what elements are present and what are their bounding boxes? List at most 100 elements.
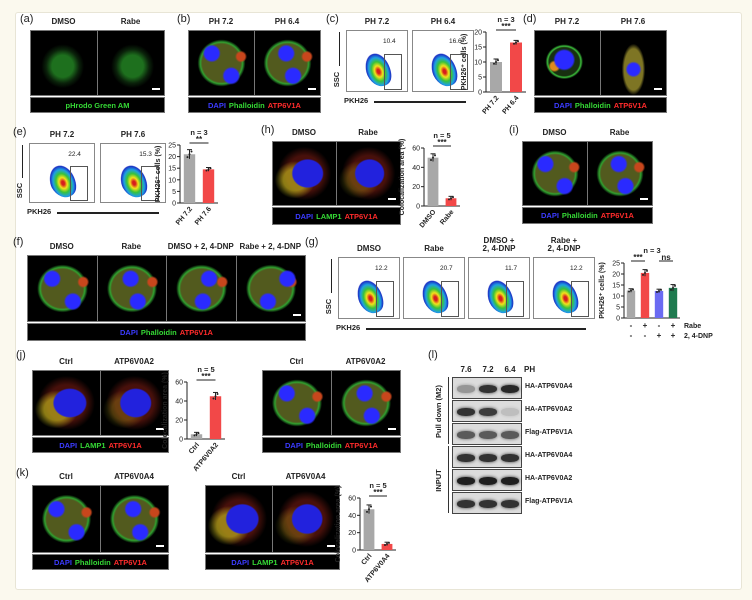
y-tick-label: 20	[474, 30, 482, 37]
bar	[510, 42, 522, 92]
data-point	[513, 42, 515, 45]
column-label: Rabe	[121, 242, 142, 251]
n-label: n = 5	[369, 481, 386, 490]
column-label: PH 7.2	[364, 17, 390, 26]
scale-bar	[388, 428, 396, 430]
microscopy-image	[100, 485, 169, 553]
data-point	[642, 273, 644, 276]
y-tick-label: 5	[616, 305, 620, 312]
y-tick-label: 15	[474, 45, 482, 52]
y-tick-label: 10	[474, 60, 482, 67]
flow-plot: 15.3	[100, 143, 166, 203]
y-tick-label: 20	[412, 184, 420, 191]
stain-legend: DAPI LAMP1 ATP6V1A	[272, 207, 401, 225]
column-label: ATP6V0A4	[285, 472, 326, 481]
condition-sign: -	[644, 331, 647, 340]
blot-strip	[452, 423, 522, 445]
y-axis-label: Colocalization area (%)	[335, 486, 342, 563]
flow-plot: 12.2	[338, 257, 400, 319]
panel-label: (f)	[13, 236, 24, 248]
condition-sign: +	[671, 321, 676, 330]
data-point	[497, 59, 499, 62]
data-point	[188, 153, 191, 156]
data-point	[186, 156, 189, 159]
significance-label: ***	[201, 372, 211, 381]
stain-label-dapi: DAPI	[231, 557, 250, 567]
data-point	[209, 167, 212, 170]
y-axis-arrow	[339, 32, 340, 67]
y-tick-label: 60	[175, 380, 183, 387]
n-label: n = 3	[497, 15, 514, 24]
scale-bar	[640, 198, 648, 200]
data-point	[205, 169, 208, 172]
y-axis-label: PKH26⁺ cells (%)	[155, 146, 162, 203]
lane-axis-label: PH	[524, 365, 536, 374]
x-axis-label: PKH26	[344, 96, 369, 105]
y-tick-label: 0	[616, 316, 620, 323]
stain-label-atp6v1a: ATP6V1A	[280, 557, 314, 567]
bar	[626, 290, 636, 318]
column-label: DMSO + 2, 4-DNP	[167, 242, 234, 251]
y-tick-label: 60	[412, 146, 420, 153]
condition-sign: +	[657, 331, 662, 340]
column-label: DMSO	[49, 242, 74, 251]
bar	[190, 434, 203, 439]
gate-percentage: 12.2	[569, 265, 583, 273]
panel-label: (i)	[509, 124, 519, 136]
scale-bar	[327, 545, 335, 547]
stain-label-phalloidin: Phalloidin	[561, 211, 598, 220]
blot-group-label: Pull down (M2)	[433, 384, 443, 438]
stain-label-phalloidin: Phalloidin	[228, 100, 265, 110]
condition-label: 2, 4-DNP	[684, 333, 713, 340]
bar	[381, 543, 393, 550]
blot-band	[479, 385, 497, 393]
stain-label-dapi: DAPI	[54, 557, 72, 567]
blot-band	[457, 477, 475, 485]
stain-legend: pHrodo Green AM	[30, 97, 165, 113]
column-label: Rabe	[609, 128, 630, 137]
bar	[640, 272, 650, 318]
flow-plot: 16.6	[412, 30, 474, 92]
x-axis-arrow	[366, 328, 586, 330]
bar	[183, 154, 196, 203]
microscopy-image	[96, 255, 167, 322]
column-label: Ctrl	[59, 357, 73, 366]
n-label: n = 3	[643, 246, 660, 255]
scale-bar	[388, 198, 396, 200]
column-label: PH 7.2	[49, 130, 75, 139]
stain-label-lamp1: LAMP1	[80, 440, 106, 450]
stain-label-atp6v1a: ATP6V1A	[113, 557, 147, 567]
y-axis-arrow	[331, 259, 332, 294]
scale-bar	[654, 88, 662, 90]
data-point	[193, 434, 196, 437]
lane-label: 7.2	[482, 365, 494, 374]
panel-label: (d)	[523, 13, 537, 25]
microscopy-image	[331, 370, 401, 436]
gate-percentage: 22.4	[68, 151, 81, 159]
microscopy-image	[30, 30, 98, 96]
bar-chart-e: 0 5 10 15 20 25 PKH26⁺ cells (%) PH 7.2 PH 7.6 **…	[155, 128, 218, 227]
data-point	[658, 289, 660, 292]
x-axis-arrow	[374, 101, 466, 103]
microscopy-image	[100, 370, 169, 436]
column-label: Rabe + 2, 4-DNP	[547, 236, 581, 253]
microscopy-image	[262, 370, 332, 436]
gate-box	[69, 166, 89, 202]
blot-band	[501, 454, 519, 462]
data-point	[495, 61, 497, 63]
data-point	[656, 290, 658, 293]
x-tick-label: PH 7.2	[481, 95, 500, 116]
y-axis-label: PKH26⁺ cells (%)	[461, 34, 468, 91]
data-point	[674, 284, 676, 287]
y-tick-label: 0	[352, 548, 356, 555]
column-label: PH 6.4	[274, 17, 300, 26]
significance-label: ***	[633, 253, 643, 262]
data-point	[366, 510, 368, 513]
data-point	[207, 168, 210, 171]
stain-legend: DAPI Phalloidin ATP6V1A	[32, 554, 169, 570]
blot-band	[457, 408, 475, 416]
blot-band	[457, 385, 475, 393]
y-tick-label: 10	[612, 294, 620, 301]
significance-label: ***	[501, 22, 511, 31]
